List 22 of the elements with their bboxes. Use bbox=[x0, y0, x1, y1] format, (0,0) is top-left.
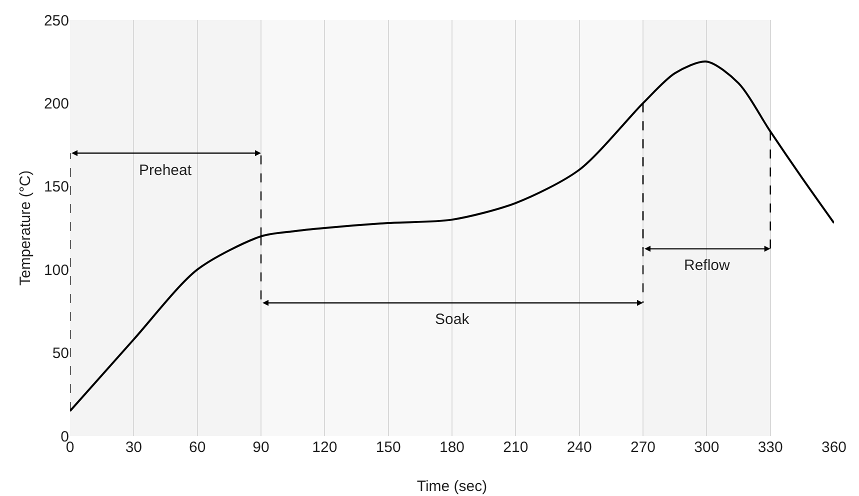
x-tick-label: 150 bbox=[376, 439, 401, 456]
x-tick-label: 120 bbox=[312, 439, 338, 456]
y-tick-label: 100 bbox=[44, 262, 69, 279]
y-tick-label: 50 bbox=[52, 345, 69, 362]
y-tick-label: 250 bbox=[44, 12, 69, 30]
x-tick-label: 330 bbox=[758, 439, 783, 456]
x-tick-label: 300 bbox=[694, 439, 720, 456]
x-tick-label: 30 bbox=[125, 439, 142, 456]
y-axis-title: Temperature (°C) bbox=[17, 170, 34, 286]
band-label: Reflow bbox=[684, 257, 730, 274]
x-axis-title: Time (sec) bbox=[416, 478, 488, 495]
band-label: Soak bbox=[435, 311, 470, 328]
x-tick-label: 360 bbox=[821, 439, 847, 456]
x-tick-label: 60 bbox=[188, 439, 206, 456]
x-tick-label: 180 bbox=[439, 439, 465, 456]
x-tick-label: 270 bbox=[630, 439, 656, 456]
y-tick-label: 150 bbox=[44, 178, 69, 196]
x-tick-label: 90 bbox=[252, 439, 270, 456]
y-tick-label: 200 bbox=[44, 95, 69, 112]
x-tick-label: 210 bbox=[503, 439, 528, 456]
x-tick-label: 240 bbox=[566, 439, 592, 456]
band-label: Preheat bbox=[139, 162, 192, 179]
